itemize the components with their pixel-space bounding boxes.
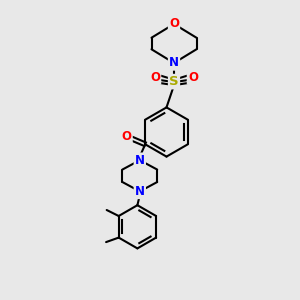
Text: O: O <box>122 130 132 143</box>
Text: O: O <box>188 70 198 84</box>
Text: S: S <box>169 75 179 88</box>
Text: O: O <box>150 70 160 84</box>
Text: N: N <box>135 185 145 198</box>
Text: N: N <box>169 56 179 70</box>
Text: N: N <box>135 154 145 167</box>
Text: O: O <box>169 17 179 31</box>
